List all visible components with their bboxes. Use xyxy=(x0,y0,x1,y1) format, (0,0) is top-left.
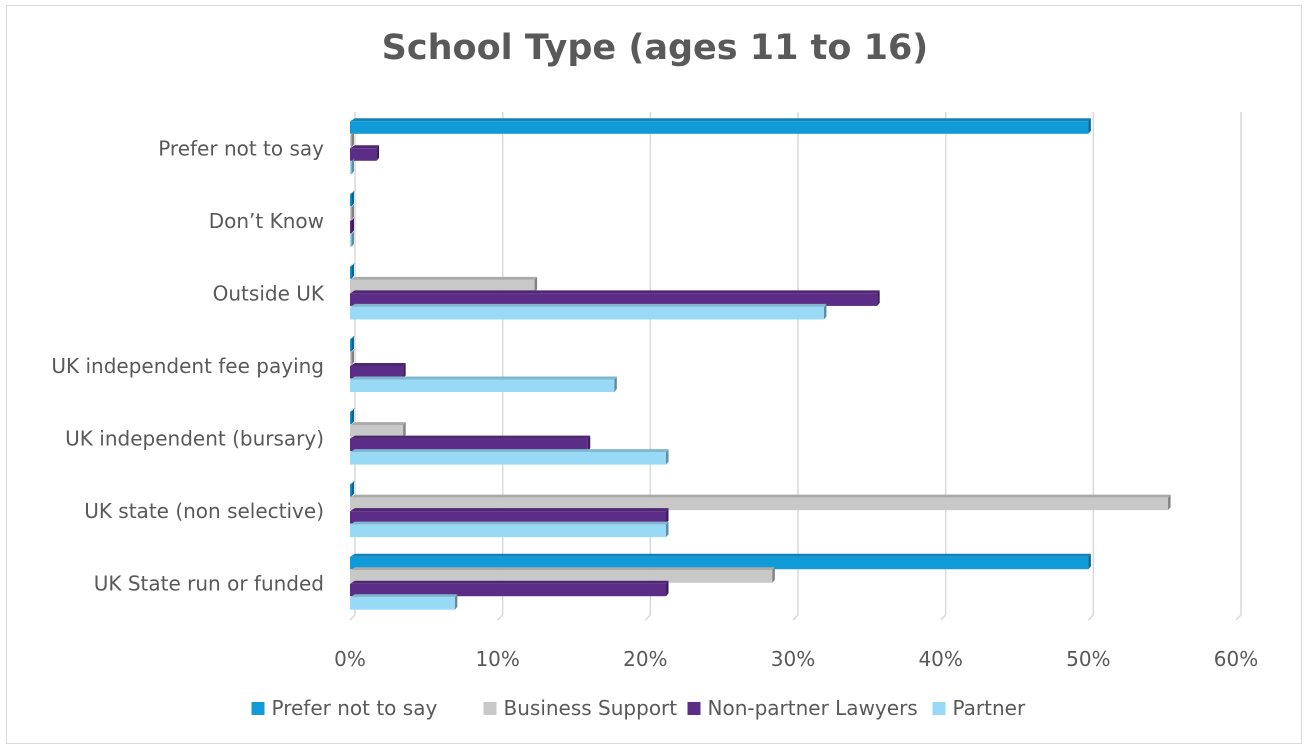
legend-item: Prefer not to say xyxy=(251,696,438,720)
gridline-floor xyxy=(349,614,356,621)
legend-item: Business Support xyxy=(483,696,678,720)
bar xyxy=(350,594,458,610)
bars xyxy=(350,118,1171,610)
bar xyxy=(350,408,355,425)
bar xyxy=(350,376,617,392)
tick-labels: 0% 10% 20% 30% 40% 50% 60% xyxy=(334,647,1258,671)
x-tick-label: 10% xyxy=(475,647,519,671)
bar xyxy=(350,508,669,524)
bar xyxy=(350,290,880,306)
gridline-floor xyxy=(940,614,947,621)
bar xyxy=(350,336,355,352)
bar xyxy=(350,190,355,207)
legend-item: Non-partner Lawyers xyxy=(687,696,918,720)
category-labels: UK State run or funded UK state (non sele… xyxy=(51,136,324,595)
legend-label: Partner xyxy=(953,696,1026,720)
category-label: UK State run or funded xyxy=(94,572,324,596)
legend-label: Prefer not to say xyxy=(272,696,438,720)
bar xyxy=(350,481,355,497)
bar xyxy=(350,521,669,538)
category-label: UK independent fee paying xyxy=(51,354,324,378)
bar xyxy=(350,435,591,452)
legend-swatch xyxy=(932,702,946,715)
legend-label: Business Support xyxy=(504,696,678,720)
category-label: UK independent (bursary) xyxy=(65,427,324,451)
bar xyxy=(350,567,775,583)
x-tick-label: 50% xyxy=(1066,647,1110,671)
legend: Prefer not to say Business Support Non-par… xyxy=(251,696,1026,720)
bar xyxy=(350,231,355,247)
bar xyxy=(350,422,406,438)
legend-swatch xyxy=(687,702,701,715)
gridline-floor xyxy=(1235,614,1242,621)
x-tick-label: 0% xyxy=(334,647,366,671)
legend-item: Partner xyxy=(932,696,1026,720)
gridline-floor xyxy=(792,614,799,621)
bar xyxy=(350,118,1091,134)
bar xyxy=(350,263,355,279)
bar xyxy=(350,349,355,365)
bar xyxy=(350,204,355,220)
x-tick-label: 60% xyxy=(1214,647,1258,671)
bar xyxy=(350,217,355,234)
gridline-floor xyxy=(1087,614,1094,621)
category-label: Prefer not to say xyxy=(158,136,324,160)
bar xyxy=(350,363,406,379)
bar xyxy=(350,303,827,320)
gridline-floor xyxy=(497,614,504,621)
bar xyxy=(350,158,355,175)
legend-swatch xyxy=(251,702,265,715)
chart-title: School Type (ages 11 to 16) xyxy=(381,28,929,68)
bar xyxy=(350,276,538,293)
x-tick-label: 40% xyxy=(918,647,962,671)
category-label: UK state (non selective) xyxy=(84,499,324,523)
bar xyxy=(350,449,669,465)
bar xyxy=(350,145,380,161)
category-label: Don’t Know xyxy=(209,209,324,233)
gridlines xyxy=(349,112,1242,621)
legend-swatch xyxy=(483,702,497,715)
x-tick-label: 30% xyxy=(771,647,815,671)
x-tick-label: 20% xyxy=(623,647,667,671)
bar xyxy=(350,580,669,597)
bar xyxy=(350,494,1171,511)
bar xyxy=(350,131,355,148)
bar xyxy=(350,553,1091,570)
category-label: Outside UK xyxy=(213,281,325,305)
legend-label: Non-partner Lawyers xyxy=(708,696,918,720)
gridline-floor xyxy=(644,614,651,621)
